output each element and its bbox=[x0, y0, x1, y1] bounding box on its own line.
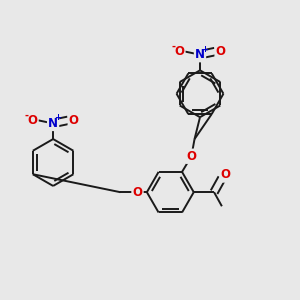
Text: N: N bbox=[195, 48, 205, 61]
Text: O: O bbox=[186, 150, 197, 163]
Text: +: + bbox=[54, 113, 61, 122]
Text: O: O bbox=[220, 169, 231, 182]
Text: O: O bbox=[28, 114, 38, 127]
Text: N: N bbox=[48, 117, 58, 130]
Text: -: - bbox=[171, 42, 175, 52]
Text: O: O bbox=[216, 45, 226, 58]
Text: O: O bbox=[174, 45, 184, 58]
Text: +: + bbox=[201, 45, 208, 54]
Text: O: O bbox=[69, 114, 79, 127]
Text: -: - bbox=[24, 111, 28, 121]
Text: O: O bbox=[133, 186, 142, 199]
